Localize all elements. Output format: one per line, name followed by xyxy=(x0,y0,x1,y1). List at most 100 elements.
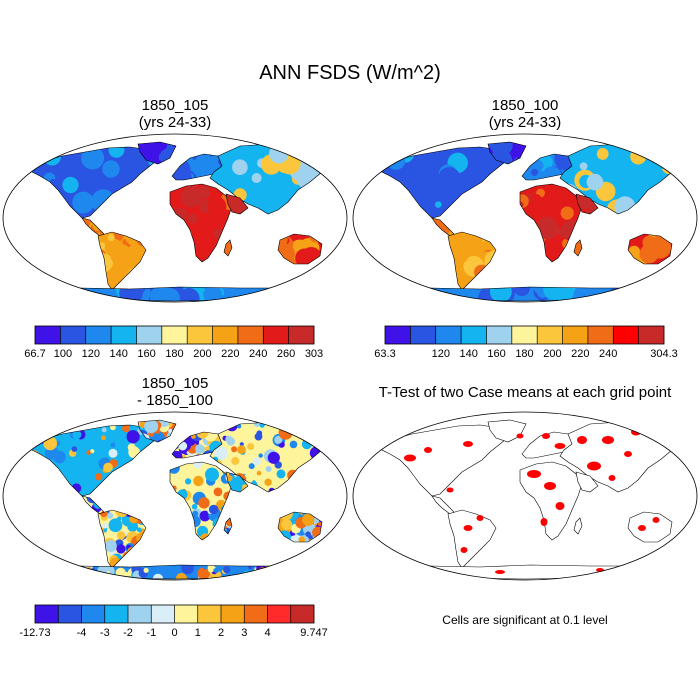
patch xyxy=(124,462,139,476)
patch xyxy=(496,192,503,200)
patch xyxy=(138,452,148,463)
colorbar-label: 140 xyxy=(110,348,128,360)
patch xyxy=(313,477,327,492)
patch xyxy=(311,287,319,294)
patch xyxy=(173,512,179,518)
patch xyxy=(93,497,104,509)
patch xyxy=(110,442,116,448)
land-africa xyxy=(520,462,582,540)
patch xyxy=(193,462,203,469)
colorbar-label: 63.3 xyxy=(374,348,395,360)
patches-australia xyxy=(628,234,672,264)
patch xyxy=(82,508,88,514)
patch xyxy=(298,472,306,480)
colorbar-label: -3 xyxy=(100,627,110,639)
patch xyxy=(648,235,672,259)
patch xyxy=(165,437,172,442)
colorbar-label: 140 xyxy=(460,348,478,360)
patch xyxy=(101,435,106,441)
patch xyxy=(401,150,408,157)
patch xyxy=(208,566,214,573)
patch xyxy=(155,142,168,151)
patch xyxy=(132,544,139,551)
coastline-southAmerica xyxy=(447,231,497,291)
patch xyxy=(294,566,307,579)
patch xyxy=(183,507,191,516)
colorbar-box xyxy=(263,326,289,344)
panel-3-title-line2: - 1850_100 xyxy=(137,392,213,409)
land-antarctica xyxy=(386,565,670,579)
significant-cell xyxy=(638,525,646,531)
significant-cell xyxy=(424,447,432,453)
coastline-madagascar xyxy=(223,517,233,535)
patch xyxy=(318,522,322,526)
patch xyxy=(63,570,70,577)
patch xyxy=(170,532,182,540)
patch xyxy=(605,149,627,172)
patch xyxy=(137,277,146,289)
patch xyxy=(474,264,489,280)
coastline-arabia xyxy=(575,193,599,215)
colorbar-label: 2 xyxy=(218,627,224,639)
patch xyxy=(521,184,536,195)
coastline-northAmerica xyxy=(27,424,161,497)
coastline-greenland xyxy=(487,141,527,165)
patch xyxy=(138,510,146,517)
patch xyxy=(210,144,217,153)
significant-cell xyxy=(527,470,541,478)
colorbar-box xyxy=(174,605,199,623)
patch xyxy=(232,159,248,175)
patch xyxy=(217,531,224,538)
patch xyxy=(133,287,146,294)
patch xyxy=(101,427,107,433)
patch xyxy=(207,196,227,216)
patch xyxy=(173,168,192,180)
colorbar-3: -12.73 -4 -3 -2 -1 0 1 2 3 4 9.747 xyxy=(19,604,328,639)
colorbar-label: 240 xyxy=(599,348,617,360)
patch xyxy=(102,160,120,178)
coastline-africa xyxy=(519,461,583,541)
colorbar-label: 304.3 xyxy=(650,348,678,360)
colorbar-label: -4 xyxy=(77,627,87,639)
patch xyxy=(229,144,245,153)
patch xyxy=(248,463,255,470)
patch xyxy=(98,252,107,263)
patch xyxy=(198,497,210,509)
coastline-arabia xyxy=(225,193,249,215)
patch xyxy=(36,287,51,301)
patch xyxy=(172,432,178,437)
patch xyxy=(251,173,262,183)
significant-cell xyxy=(460,547,468,553)
patch xyxy=(231,456,240,465)
patch xyxy=(154,484,160,492)
patch xyxy=(256,470,262,476)
patch xyxy=(193,475,204,487)
patch xyxy=(213,567,220,574)
patch xyxy=(322,459,330,469)
patch xyxy=(656,292,665,300)
patch xyxy=(54,571,63,579)
patch xyxy=(661,158,678,175)
patch xyxy=(152,475,160,485)
panel-2-title-line1: 1850_100 xyxy=(491,97,559,114)
land-southAmerica xyxy=(448,510,496,568)
patch xyxy=(513,142,526,162)
patch xyxy=(321,478,330,486)
patch xyxy=(54,478,65,489)
patch xyxy=(93,496,99,500)
colorbar-label: 220 xyxy=(571,348,589,360)
patch xyxy=(522,154,537,166)
patch xyxy=(483,266,496,286)
colorbar-label: 240 xyxy=(249,348,267,360)
patch xyxy=(124,554,132,561)
land-australia xyxy=(628,512,672,542)
patch xyxy=(292,422,298,428)
colorbar-label: 200 xyxy=(193,348,211,360)
patch xyxy=(96,496,104,505)
patch xyxy=(254,432,263,441)
patch xyxy=(484,250,496,273)
land-greenland xyxy=(488,420,526,442)
colorbar-box xyxy=(267,605,292,623)
patch xyxy=(153,486,160,495)
patch xyxy=(110,425,116,431)
